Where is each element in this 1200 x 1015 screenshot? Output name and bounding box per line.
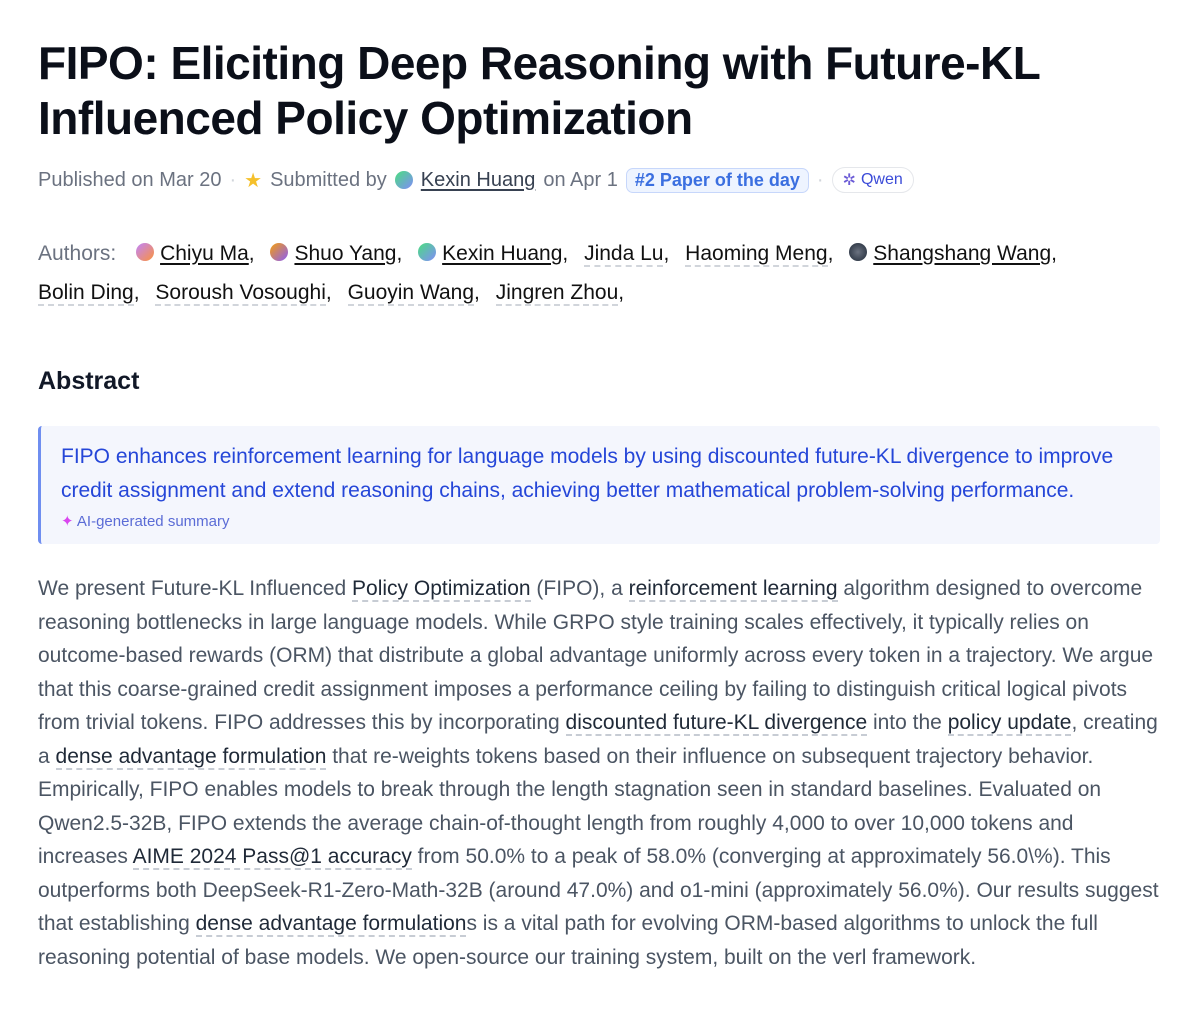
author-item[interactable]: Jinda Lu, <box>584 242 670 267</box>
paper-of-day-badge[interactable]: #2 Paper of the day <box>625 167 809 193</box>
submitted-by-label: Submitted by <box>270 168 387 191</box>
paper-page: FIPO: Eliciting Deep Reasoning with Futu… <box>38 36 1160 974</box>
author-avatar <box>270 243 289 262</box>
glossary-link[interactable]: discounted future-KL divergence <box>565 711 868 736</box>
author-item[interactable]: Soroush Vosoughi, <box>155 281 332 306</box>
sparkle-icon: ✦ <box>61 513 74 530</box>
author-name[interactable]: Kexin Huang <box>442 242 563 265</box>
author-name[interactable]: Soroush Vosoughi <box>155 281 326 306</box>
submitted-date: on Apr 1 <box>543 168 618 191</box>
authors-list: Authors: Chiyu Ma, Shuo Yang, Kexin Huan… <box>38 234 1160 312</box>
author-item[interactable]: Kexin Huang, <box>418 242 568 265</box>
abstract-segment: from 50.0% to a peak of 58.0% (convergin… <box>38 845 1159 935</box>
separator-dot: · <box>816 168 824 191</box>
abstract-segment: that re-weights tokens based on their in… <box>38 744 1102 869</box>
abstract-text: We present Future-KL Influenced Policy O… <box>38 572 1160 974</box>
glossary-link[interactable]: dense advantage formulation <box>195 912 467 937</box>
author-item[interactable]: Haoming Meng, <box>685 242 834 267</box>
ai-summary-label: AI-generated summary <box>76 513 230 530</box>
separator-dot: · <box>229 168 237 191</box>
ai-summary: FIPO enhances reinforcement learning for… <box>38 426 1160 544</box>
abstract-segment: algorithm designed to overcome reasoning… <box>38 577 1154 734</box>
author-item[interactable]: Chiyu Ma, <box>136 242 255 265</box>
org-badge[interactable]: ✲ Qwen <box>831 167 914 193</box>
author-name[interactable]: Shangshang Wang <box>873 242 1052 265</box>
authors-label: Authors: <box>38 242 117 265</box>
submitter-link[interactable]: Kexin Huang <box>420 168 536 191</box>
published-date: Published on Mar 20 <box>38 168 222 191</box>
glossary-link[interactable]: reinforcement learning <box>628 577 838 602</box>
star-icon: ★ <box>244 169 263 192</box>
glossary-link[interactable]: Policy Optimization <box>352 577 531 602</box>
author-avatar <box>136 243 155 262</box>
author-item[interactable]: Guoyin Wang, <box>347 281 480 306</box>
abstract-segment: (FIPO), a <box>530 577 629 600</box>
summary-text: FIPO enhances reinforcement learning for… <box>61 445 1114 502</box>
glossary-link[interactable]: dense advantage formulation <box>55 744 327 770</box>
author-item[interactable]: Bolin Ding, <box>38 281 140 306</box>
author-item[interactable]: Jingren Zhou, <box>495 281 625 306</box>
abstract-heading: Abstract <box>38 367 140 395</box>
abstract-segment: , creating a <box>38 711 1158 768</box>
author-name[interactable]: Guoyin Wang <box>347 281 475 306</box>
glossary-link[interactable]: policy update <box>947 711 1072 736</box>
abstract-segment: s is a vital path for evolving ORM-based… <box>38 912 1098 969</box>
submitter-avatar[interactable] <box>394 171 413 189</box>
author-avatar <box>418 243 437 262</box>
abstract-segment: into the <box>867 711 948 734</box>
qwen-logo-icon: ✲ <box>842 172 856 189</box>
author-name[interactable]: Bolin Ding <box>38 281 134 306</box>
author-item[interactable]: Shuo Yang, <box>270 242 402 265</box>
author-avatar <box>849 243 868 262</box>
author-item[interactable]: Shangshang Wang, <box>849 242 1057 265</box>
paper-meta: Published on Mar 20 · ★ Submitted by Kex… <box>38 164 1160 196</box>
abstract-segment: We present Future-KL Influenced <box>38 577 353 600</box>
org-name: Qwen <box>860 171 903 188</box>
ai-summary-label-row: ✦ AI-generated summary <box>61 512 1140 530</box>
author-name[interactable]: Shuo Yang <box>294 242 397 265</box>
glossary-link[interactable]: AIME 2024 Pass@1 accuracy <box>132 845 412 870</box>
author-name[interactable]: Haoming Meng <box>685 242 828 267</box>
paper-title: FIPO: Eliciting Deep Reasoning with Futu… <box>38 37 1040 144</box>
author-name[interactable]: Jinda Lu <box>584 242 664 267</box>
author-name[interactable]: Jingren Zhou <box>495 281 619 306</box>
author-name[interactable]: Chiyu Ma <box>160 242 249 265</box>
